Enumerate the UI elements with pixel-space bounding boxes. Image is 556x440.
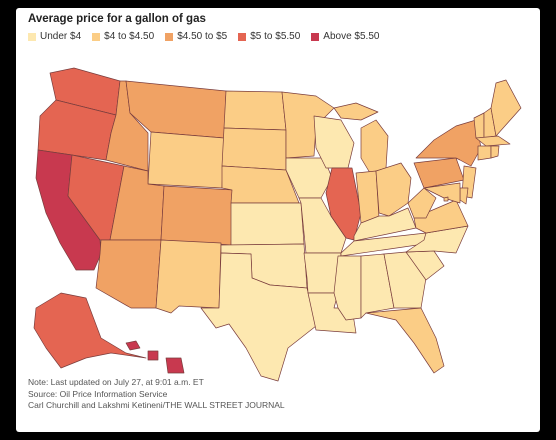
state-MN bbox=[281, 91, 335, 159]
state-MI bbox=[360, 119, 389, 174]
state-CT bbox=[477, 145, 492, 161]
us-map bbox=[33, 67, 522, 382]
state-SD bbox=[221, 127, 287, 171]
state-ND bbox=[223, 90, 287, 131]
state-KY bbox=[353, 207, 417, 242]
notes: Note: Last updated on July 27, at 9:01 a… bbox=[28, 377, 285, 412]
map-card: Average price for a gallon of gas Under … bbox=[16, 8, 540, 432]
legend-swatch bbox=[238, 32, 247, 41]
note-line: Note: Last updated on July 27, at 9:01 a… bbox=[28, 377, 204, 387]
legend-label: $4 to $4.50 bbox=[104, 31, 155, 42]
legend-item-5-to-550: $5 to $5.50 bbox=[238, 31, 300, 42]
state-WY bbox=[147, 131, 225, 189]
state-OH bbox=[375, 162, 412, 217]
state-VA bbox=[413, 199, 469, 234]
state-HI-2 bbox=[147, 350, 159, 361]
state-MA bbox=[475, 135, 511, 147]
state-AZ bbox=[95, 239, 162, 309]
state-GA bbox=[383, 251, 427, 309]
credit-line: Carl Churchill and Lakshmi Ketineni/THE … bbox=[28, 400, 285, 410]
legend-item-under-4: Under $4 bbox=[28, 31, 81, 42]
state-VT bbox=[473, 112, 485, 139]
legend-swatch bbox=[165, 32, 174, 41]
map-legend: Under $4 $4 to $4.50 $4.50 to $5 $5 to $… bbox=[28, 31, 379, 42]
state-DC bbox=[443, 196, 449, 202]
legend-swatch bbox=[92, 32, 101, 41]
legend-swatch bbox=[28, 32, 36, 41]
state-MD bbox=[423, 182, 461, 204]
legend-label: $5 to $5.50 bbox=[250, 31, 301, 42]
state-AL bbox=[360, 253, 395, 319]
state-HI-3 bbox=[165, 357, 185, 374]
legend-label: Under $4 bbox=[40, 31, 82, 42]
legend-item-450-to-5: $4.50 to $5 bbox=[165, 31, 227, 42]
legend-swatch bbox=[311, 32, 320, 41]
legend-label: $4.50 to $5 bbox=[177, 31, 228, 42]
state-CO bbox=[160, 185, 235, 246]
state-NM bbox=[155, 239, 222, 314]
state-IL bbox=[325, 167, 362, 241]
state-RI bbox=[490, 145, 500, 159]
state-DE bbox=[459, 187, 469, 205]
state-FL bbox=[365, 307, 445, 374]
state-MI-UP bbox=[333, 102, 379, 121]
state-AK bbox=[33, 292, 147, 369]
state-WV bbox=[407, 187, 437, 219]
state-TX bbox=[200, 252, 317, 382]
state-ME bbox=[490, 79, 522, 137]
state-MO bbox=[298, 197, 347, 254]
state-KS bbox=[230, 202, 305, 246]
source-line: Source: Oil Price Information Service bbox=[28, 388, 168, 399]
state-HI-1 bbox=[125, 340, 141, 351]
map-title: Average price for a gallon of gas bbox=[28, 13, 206, 25]
legend-item-4-to-450: $4 to $4.50 bbox=[92, 31, 154, 42]
legend-label: Above $5.50 bbox=[323, 31, 380, 42]
legend-item-above-550: Above $5.50 bbox=[311, 31, 379, 42]
